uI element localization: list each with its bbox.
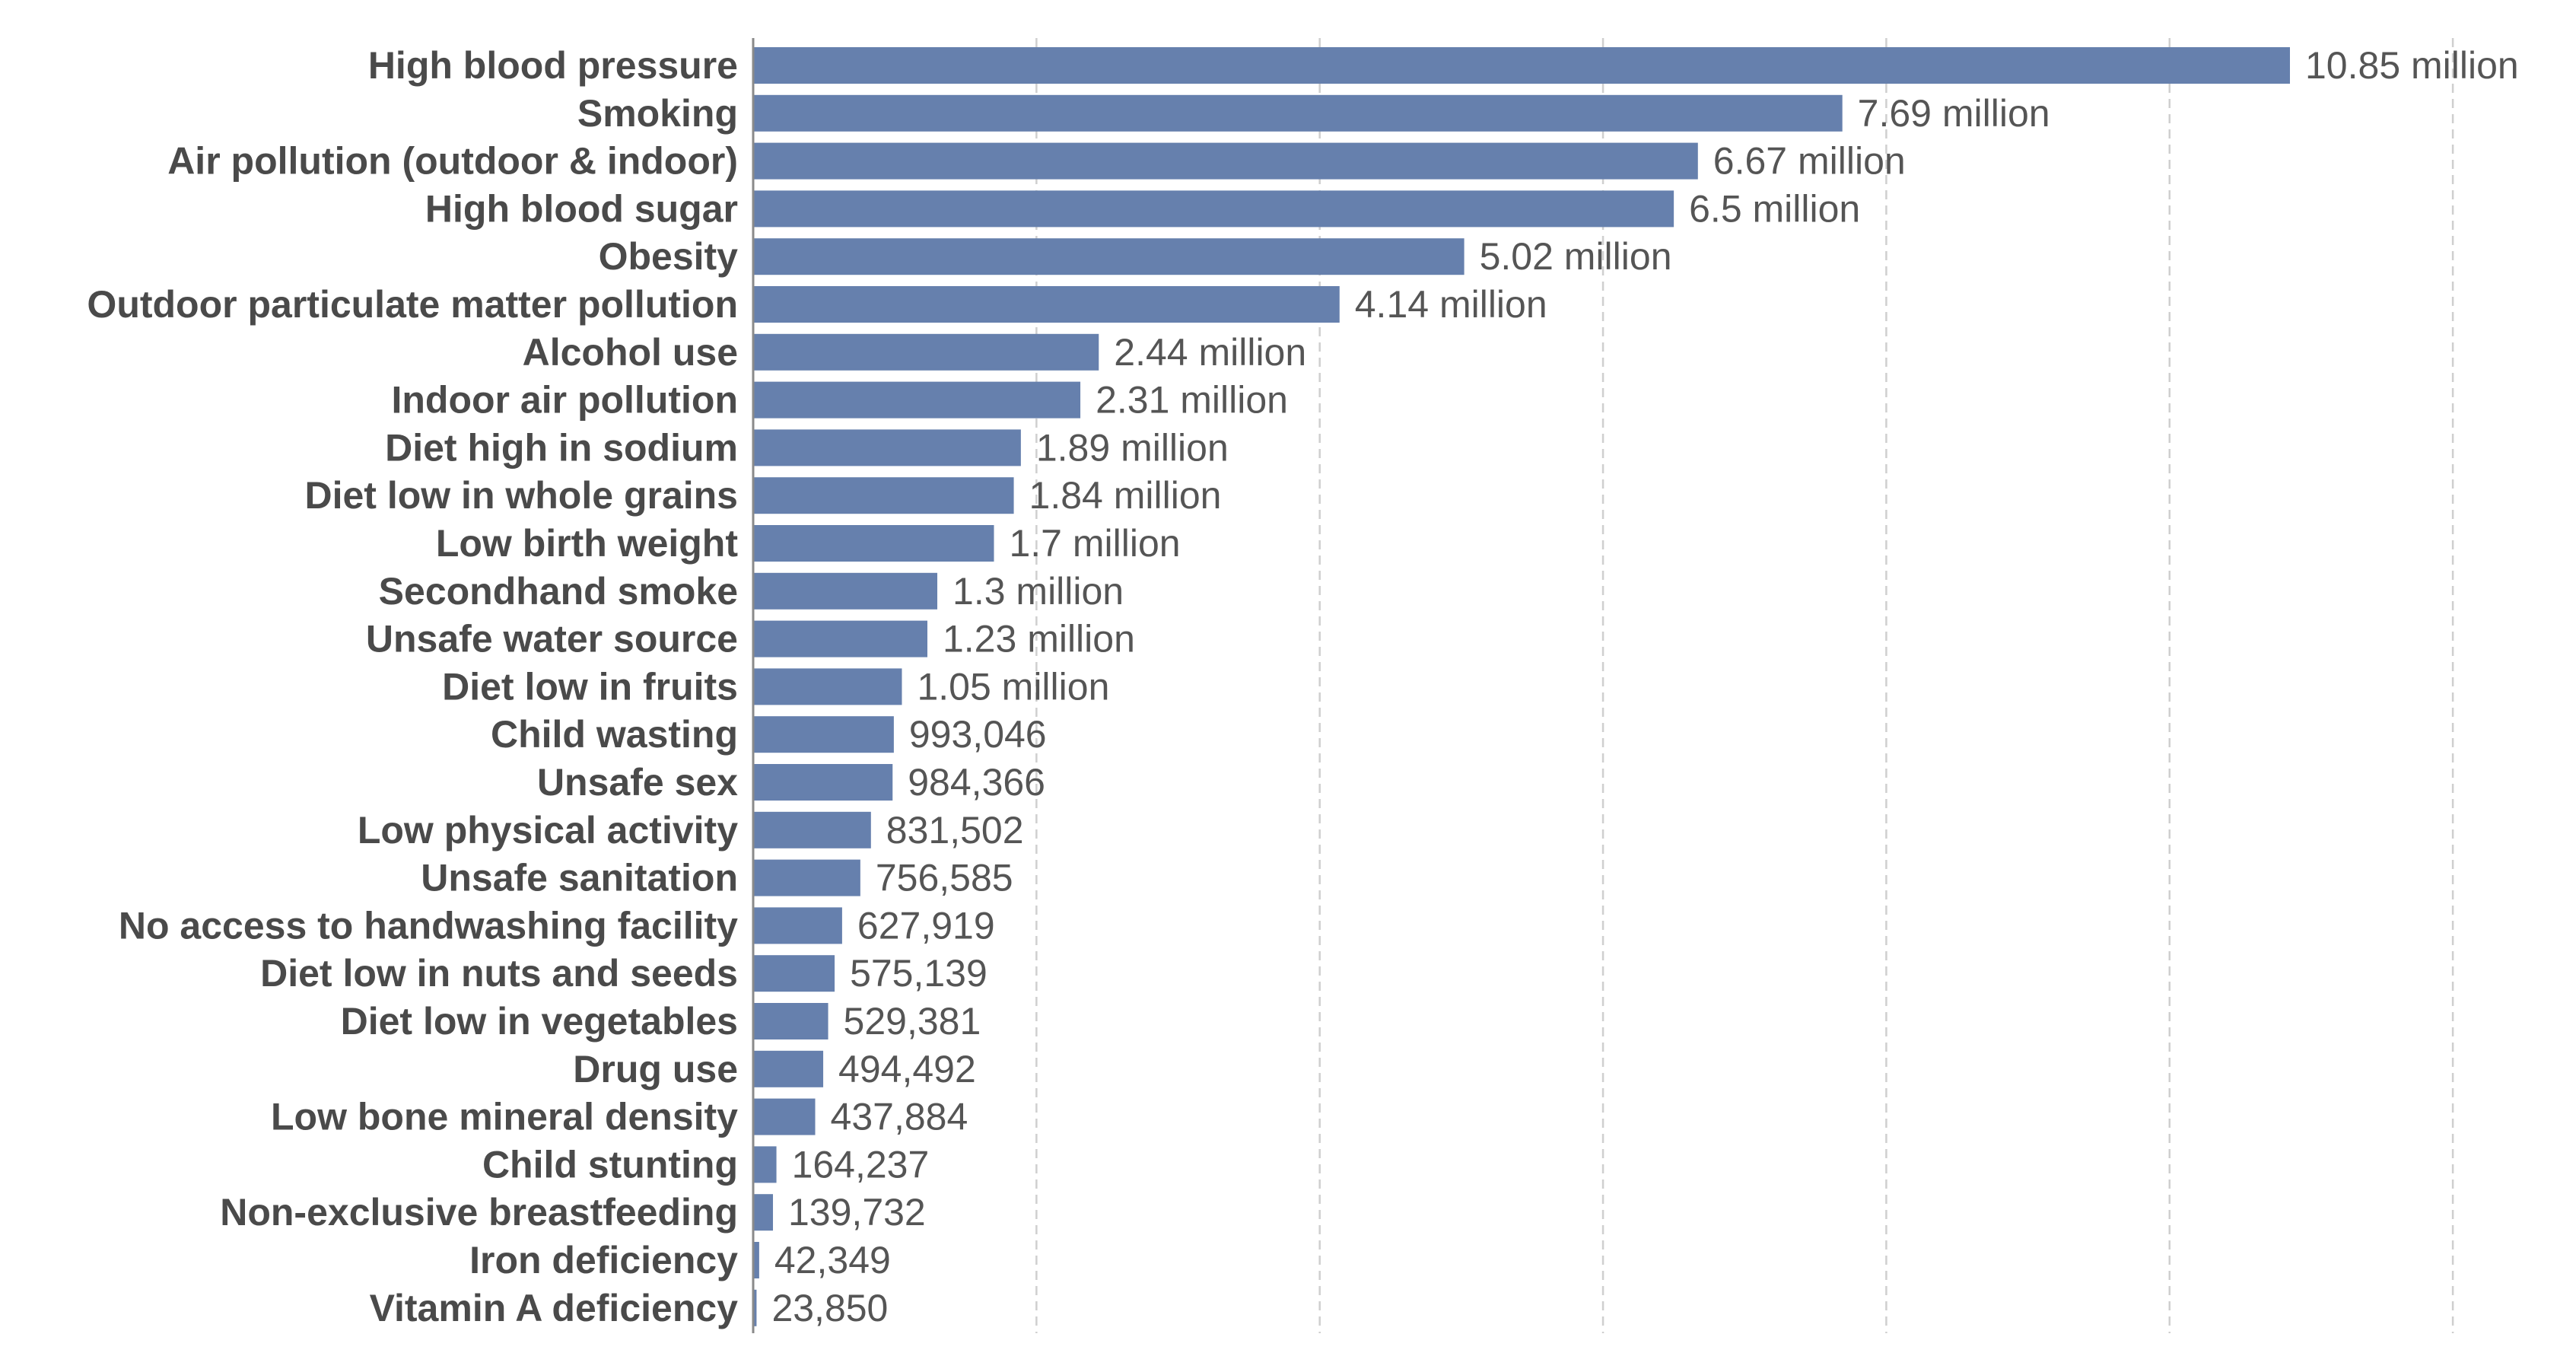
category-label: Unsafe water source: [366, 618, 738, 661]
value-label: 1.3 million: [952, 570, 1124, 613]
bar: [753, 955, 835, 992]
value-label: 10.85 million: [2305, 44, 2519, 87]
category-label: Air pollution (outdoor & indoor): [167, 140, 738, 183]
value-label: 437,884: [831, 1096, 968, 1138]
bar: [753, 1050, 824, 1087]
bar: [753, 811, 871, 848]
value-label: 756,585: [876, 857, 1013, 899]
category-label: Indoor air pollution: [392, 379, 739, 422]
category-label: Unsafe sanitation: [421, 857, 738, 899]
bar: [753, 620, 927, 657]
bar: [753, 1289, 757, 1326]
value-label: 993,046: [909, 713, 1047, 756]
category-label: Low physical activity: [358, 809, 738, 852]
category-label: Diet low in fruits: [442, 665, 738, 708]
value-label: 2.44 million: [1114, 331, 1306, 374]
category-label: Drug use: [573, 1048, 738, 1090]
value-label: 1.23 million: [943, 618, 1135, 661]
value-labels: 10.85 million 7.69 million 6.67 million6.5…: [771, 44, 2518, 1329]
value-label: 2.31 million: [1096, 379, 1288, 422]
category-labels: High blood pressure Smoking Air pollution …: [87, 44, 738, 1329]
category-label: Diet low in nuts and seeds: [260, 952, 738, 995]
bar: [753, 286, 1340, 323]
category-label: No access to handwashing facility: [119, 904, 738, 947]
value-label: 575,139: [850, 952, 987, 995]
bar: [753, 668, 902, 705]
category-label: Diet low in vegetables: [341, 1000, 738, 1043]
category-label: Diet low in whole grains: [304, 474, 738, 517]
bar: [753, 859, 860, 896]
value-label: 984,366: [908, 761, 1045, 804]
gridlines: [1035, 38, 2454, 1333]
bar: [753, 238, 1465, 275]
bar: [753, 333, 1099, 371]
bars: [753, 47, 2290, 1326]
category-label: Diet high in sodium: [385, 426, 738, 469]
category-label: Alcohol use: [523, 331, 738, 374]
bar: [753, 429, 1021, 466]
value-label: 7.69 million: [1858, 92, 2050, 135]
category-label: Low bone mineral density: [271, 1096, 738, 1138]
category-label: Non-exclusive breastfeeding: [220, 1191, 738, 1234]
category-label: Low birth weight: [436, 522, 739, 565]
bar: [753, 381, 1081, 419]
value-label: 42,349: [774, 1239, 891, 1281]
bar: [753, 47, 2290, 84]
category-label: Outdoor particulate matter pollution: [87, 283, 738, 326]
value-label: 4.14 million: [1355, 283, 1547, 326]
category-label: Unsafe sex: [537, 761, 738, 804]
category-label: Child stunting: [482, 1143, 738, 1186]
bar: [753, 190, 1674, 228]
bar: [753, 477, 1014, 514]
category-label: Smoking: [577, 92, 738, 135]
category-label: High blood sugar: [425, 187, 738, 230]
value-label: 139,732: [788, 1191, 926, 1234]
bar: [753, 1003, 828, 1039]
value-label: 164,237: [792, 1143, 930, 1186]
value-label: 5.02 million: [1480, 235, 1672, 278]
bar: [753, 764, 893, 801]
category-label: High blood pressure: [368, 44, 738, 87]
category-label: Obesity: [599, 235, 739, 278]
bar: [753, 907, 842, 944]
value-label: 1.7 million: [1009, 522, 1180, 565]
value-label: 1.05 million: [917, 665, 1109, 708]
category-label: Iron deficiency: [469, 1239, 738, 1281]
value-label: 6.5 million: [1689, 187, 1860, 230]
category-label: Secondhand smoke: [379, 570, 738, 613]
bar: [753, 142, 1698, 180]
value-label: 6.67 million: [1713, 140, 1906, 183]
category-label: Vitamin A deficiency: [370, 1287, 739, 1329]
bar: [753, 1242, 759, 1278]
value-label: 1.89 million: [1036, 426, 1229, 469]
category-label: Child wasting: [491, 713, 738, 756]
bar: [753, 716, 894, 753]
value-label: 494,492: [838, 1048, 976, 1090]
bar: [753, 525, 994, 562]
value-label: 1.84 million: [1029, 474, 1222, 517]
bar: [753, 94, 1843, 132]
bar: [753, 1194, 774, 1231]
value-label: 529,381: [844, 1000, 981, 1043]
bar: [753, 1098, 816, 1135]
value-label: 831,502: [886, 809, 1024, 852]
bar: [753, 1146, 777, 1183]
bar: [753, 572, 938, 610]
value-label: 23,850: [771, 1287, 888, 1329]
value-label: 627,919: [857, 904, 995, 947]
